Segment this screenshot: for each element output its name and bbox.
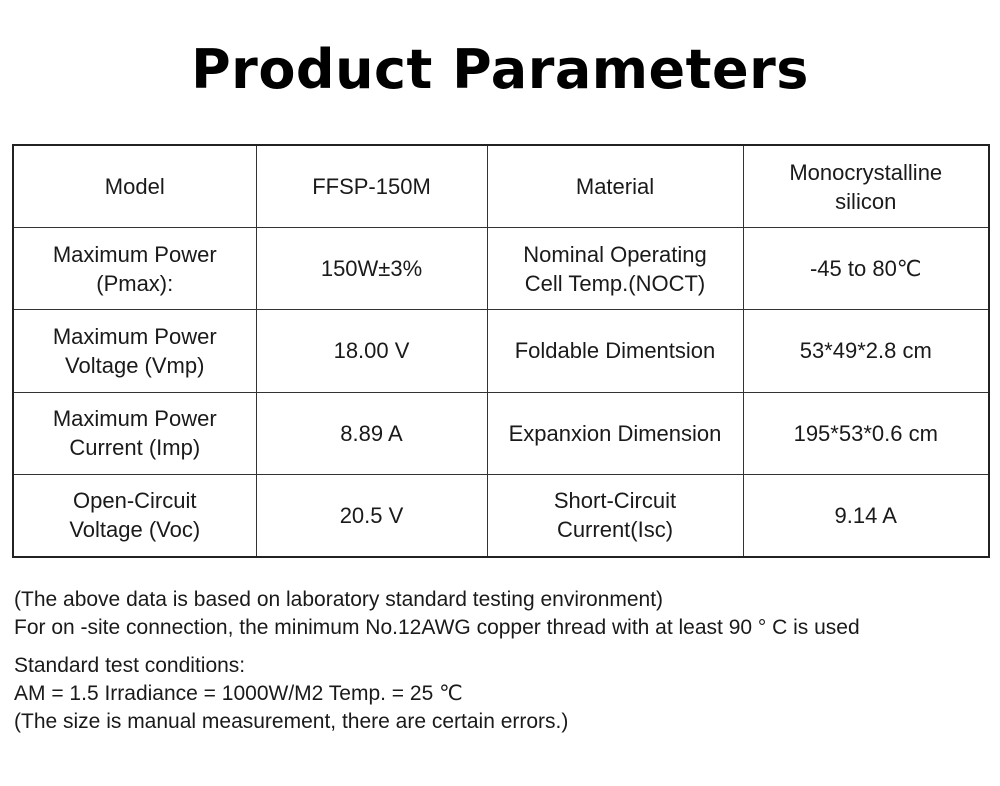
param-label: Short-Circuit Current(Isc): [486, 473, 744, 558]
param-value: 53*49*2.8 cm: [742, 309, 990, 393]
param-label: Model: [12, 144, 257, 229]
table-row: Model FFSP-150M Material Monocrystalline…: [12, 144, 990, 229]
param-value: Monocrystalline silicon: [742, 144, 990, 229]
param-label: Expanxion Dimension: [486, 391, 744, 475]
note-connection: For on -site connection, the minimum No.…: [14, 616, 860, 639]
param-value: FFSP-150M: [255, 144, 488, 229]
param-value: 18.00 V: [255, 309, 488, 393]
notes-section: (The above data is based on laboratory s…: [14, 586, 989, 736]
param-label: Maximum Power (Pmax):: [12, 227, 257, 311]
note-lab-standard: (The above data is based on laboratory s…: [14, 588, 664, 611]
table-row: Open-Circuit Voltage (Voc) 20.5 V Short-…: [12, 473, 990, 558]
param-label: Foldable Dimentsion: [486, 309, 744, 393]
note-test-conditions-heading: Standard test conditions:: [14, 654, 246, 677]
param-label: Nominal Operating Cell Temp.(NOCT): [486, 227, 744, 311]
table-row: Maximum Power Voltage (Vmp) 18.00 V Fold…: [12, 309, 990, 393]
note-test-conditions: AM = 1.5 Irradiance = 1000W/M2 Temp. = 2…: [14, 682, 463, 705]
param-value: 8.89 A: [255, 391, 488, 475]
param-label: Material: [486, 144, 744, 229]
param-label: Open-Circuit Voltage (Voc): [12, 473, 257, 558]
parameters-table: Model FFSP-150M Material Monocrystalline…: [12, 144, 990, 558]
param-value: -45 to 80℃: [742, 227, 990, 311]
param-value: 150W±3%: [255, 227, 488, 311]
param-value: 195*53*0.6 cm: [742, 391, 990, 475]
table-row: Maximum Power (Pmax): 150W±3% Nominal Op…: [12, 227, 990, 311]
table-row: Maximum Power Current (Imp) 8.89 A Expan…: [12, 391, 990, 475]
param-label: Maximum Power Voltage (Vmp): [12, 309, 257, 393]
param-value: 20.5 V: [255, 473, 488, 558]
note-measurement-error: (The size is manual measurement, there a…: [14, 710, 569, 733]
param-value: 9.14 A: [742, 473, 990, 558]
page-title: Product Parameters: [191, 38, 809, 101]
param-label: Maximum Power Current (Imp): [12, 391, 257, 475]
